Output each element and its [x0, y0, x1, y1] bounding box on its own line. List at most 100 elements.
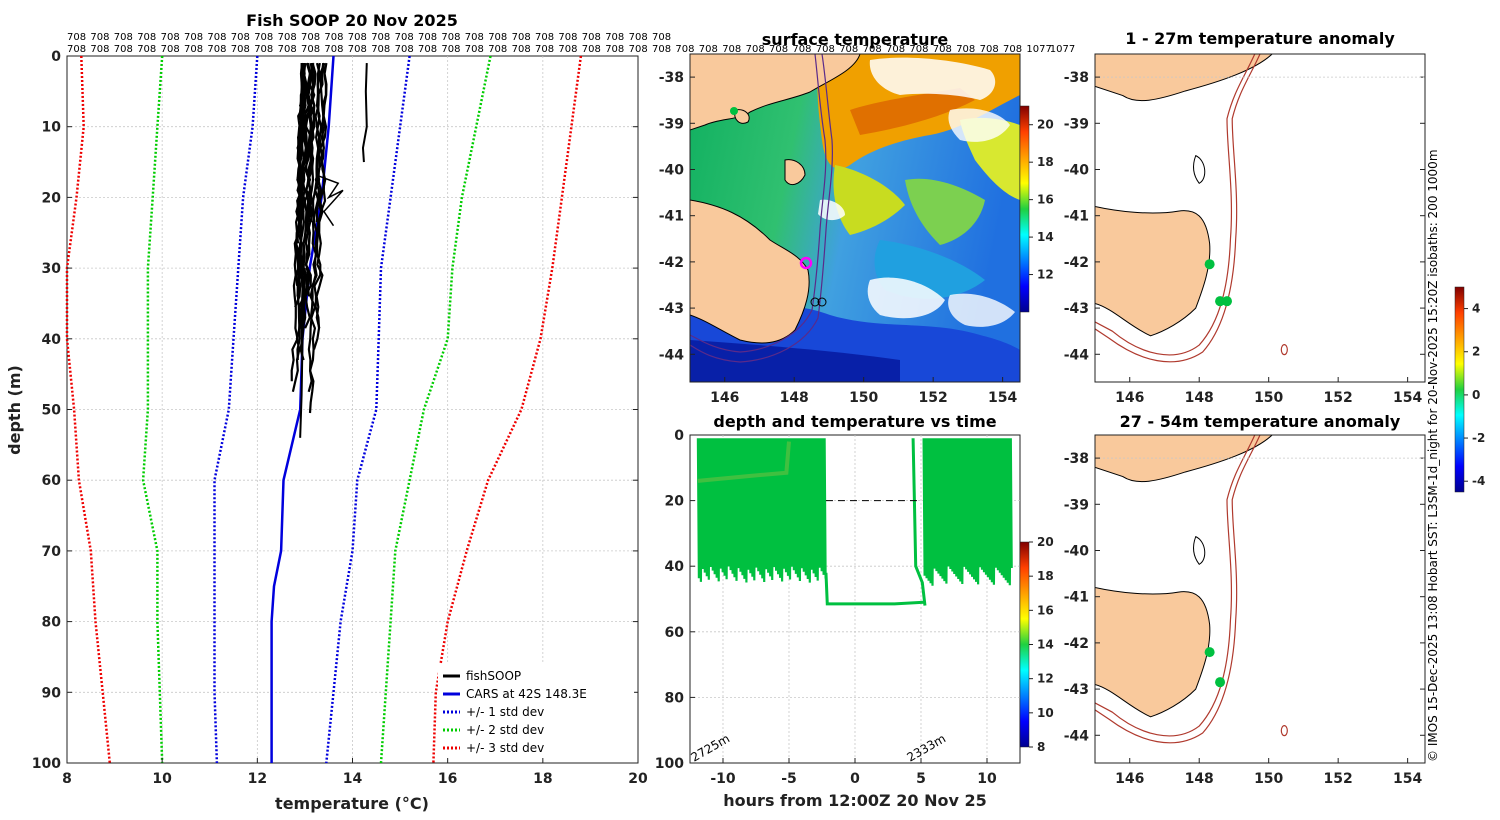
sst-ytick: -41: [659, 209, 684, 225]
profile-ylabel: depth (m): [5, 365, 24, 455]
anomaly-2-xtick: 152: [1324, 771, 1353, 787]
cast-number-row-1: 708 708 708 708 708 708 708 708 708 708 708 708 708 7…: [67, 32, 671, 43]
profile-ytick: 10: [42, 120, 62, 136]
depth-time-colorbar-tick: 14: [1037, 638, 1054, 652]
profile-ytick: 40: [42, 332, 62, 348]
anomaly-colorbar-tick: 2: [1472, 345, 1480, 359]
anomaly-1-xtick: 150: [1254, 390, 1283, 406]
anomaly-1-xtick: 146: [1115, 390, 1144, 406]
anomaly-2-ytick: -39: [1064, 497, 1089, 513]
anomaly-colorbar: [1454, 286, 1465, 493]
sst-colorbar-tick: 16: [1037, 193, 1054, 207]
profile-xtick: 18: [533, 771, 552, 787]
depth-time-points: [696, 438, 1013, 606]
depth-time-ytick: 0: [674, 428, 684, 444]
anomaly-1-xtick: 154: [1393, 390, 1422, 406]
anomaly-colorbar-tick: -4: [1472, 474, 1485, 488]
anomaly-1-ytick: -42: [1064, 255, 1089, 271]
profile-xtick: 8: [62, 771, 72, 787]
anomaly-2-xtick: 150: [1254, 771, 1283, 787]
anomaly-1-xtick: 148: [1185, 390, 1214, 406]
anomaly-2-ytick: -40: [1064, 543, 1090, 559]
sst-xtick: 152: [919, 390, 948, 406]
depth-time-colorbar-tick: 18: [1037, 569, 1054, 583]
sst-map-title: surface temperature: [762, 30, 949, 49]
credit-text: © IMOS 15-Dec-2025 13:08 Hobart SST: L3S…: [1426, 149, 1440, 762]
profile-xlabel: temperature (°C): [275, 794, 429, 813]
anomaly-1-xtick: 152: [1324, 390, 1353, 406]
legend-cars: CARS at 42S 148.3E: [466, 687, 587, 701]
anomaly-1-anomaly-point: [1215, 296, 1226, 307]
depth-time-colorbar-tick: 20: [1037, 535, 1054, 549]
anomaly-1-ytick: -38: [1064, 70, 1089, 86]
anomaly-2-ytick: -38: [1064, 451, 1089, 467]
depth-time-title: depth and temperature vs time: [713, 412, 996, 431]
anomaly-2-ytick: -42: [1064, 636, 1089, 652]
anomaly-2-ytick: -44: [1064, 728, 1090, 744]
sst-colorbar-tick: 14: [1037, 230, 1054, 244]
depth-time-ytick: 80: [665, 690, 685, 706]
legend-1sd: +/- 1 std dev: [466, 705, 544, 719]
profile-ytick: 70: [42, 544, 62, 560]
depth-time-xlabel: hours from 12:00Z 20 Nov 25: [723, 791, 986, 810]
anomaly-2-xtick: 148: [1185, 771, 1214, 787]
sst-xtick: 150: [849, 390, 878, 406]
depth-time-colorbar-tick: 16: [1037, 603, 1054, 617]
anomaly-colorbar-tick: 0: [1472, 388, 1480, 402]
sst-colorbar-tick: 18: [1037, 155, 1054, 169]
anomaly-2-xtick: 154: [1393, 771, 1422, 787]
depth-time-xtick: 0: [850, 771, 860, 787]
sst-ytick: -44: [659, 347, 685, 363]
anomaly-2-ytick: -43: [1064, 682, 1089, 698]
depth-time-xtick: -10: [710, 771, 736, 787]
depth-time-colorbar: [1019, 541, 1030, 748]
anomaly-map-1-27m: 146 148 150 152 154 -38 -39 -40 -41 -42 -43 -44 1 …: [1064, 29, 1426, 406]
depth-time-ytick: 100: [655, 756, 684, 772]
profile-chart-title: Fish SOOP 20 Nov 2025: [246, 11, 458, 30]
profile-line-cars: [270, 55, 335, 763]
legend-2sd: +/- 2 std dev: [466, 723, 544, 737]
sst-map: 146 148 150 152 154 -38 -39 -40 -41 -42 -43 -44 su…: [659, 30, 1054, 406]
legend-3sd: +/- 3 std dev: [466, 741, 544, 755]
sst-ytick: -42: [659, 255, 684, 271]
anomaly-1-anomaly-point: [1222, 296, 1232, 307]
anomaly-1-anomaly-point: [1204, 259, 1215, 270]
vessel-position-marker: [799, 256, 813, 270]
profile-line--2-sd: [379, 55, 492, 764]
sst-colorbar-tick: 12: [1037, 268, 1054, 282]
profile-line--2-sd: [141, 55, 164, 764]
depth-time-chart: -10 -5 0 5 10 0 20 40 60 80 100 depth and tempera…: [655, 412, 1054, 810]
anomaly-1-ytick: -41: [1064, 209, 1089, 225]
profile-xtick: 20: [628, 771, 648, 787]
depth-time-xtick: 10: [977, 771, 997, 787]
depth-time-ytick: 40: [665, 559, 685, 575]
depth-time-colorbar-tick: 12: [1037, 672, 1054, 686]
sst-ytick: -38: [659, 70, 684, 86]
profile-ytick: 30: [42, 261, 62, 277]
sst-xtick: 146: [710, 390, 739, 406]
anomaly-1-ytick: -40: [1064, 162, 1090, 178]
anomaly-2-xtick: 146: [1115, 771, 1144, 787]
sst-ytick: -40: [659, 162, 685, 178]
sst-xtick: 148: [780, 390, 809, 406]
depth-time-xtick: -5: [781, 771, 797, 787]
fishsoop-profiles: [290, 62, 368, 438]
profile-legend: fishSOOP CARS at 42S 148.3E +/- 1 std de…: [438, 664, 634, 758]
profile-ytick: 90: [42, 685, 62, 701]
profile-xtick: 12: [248, 771, 267, 787]
profile-ytick: 0: [51, 49, 61, 65]
profile-xtick: 14: [343, 771, 363, 787]
anomaly-2-anomaly-point: [1204, 647, 1215, 658]
depth-time-ytick: 60: [665, 625, 685, 641]
profile-xtick: 10: [152, 771, 172, 787]
depth-time-ytick: 20: [665, 494, 685, 510]
anomaly-1-ytick: -39: [1064, 116, 1089, 132]
sst-colorbar-tick: 20: [1037, 118, 1054, 132]
profile-line--3-sd: [432, 55, 583, 764]
profile-ytick: 50: [42, 403, 62, 419]
sst-ytick: -39: [659, 116, 684, 132]
sst-colorbar: [1019, 105, 1030, 313]
depth-time-colorbar-tick: 10: [1037, 706, 1054, 720]
